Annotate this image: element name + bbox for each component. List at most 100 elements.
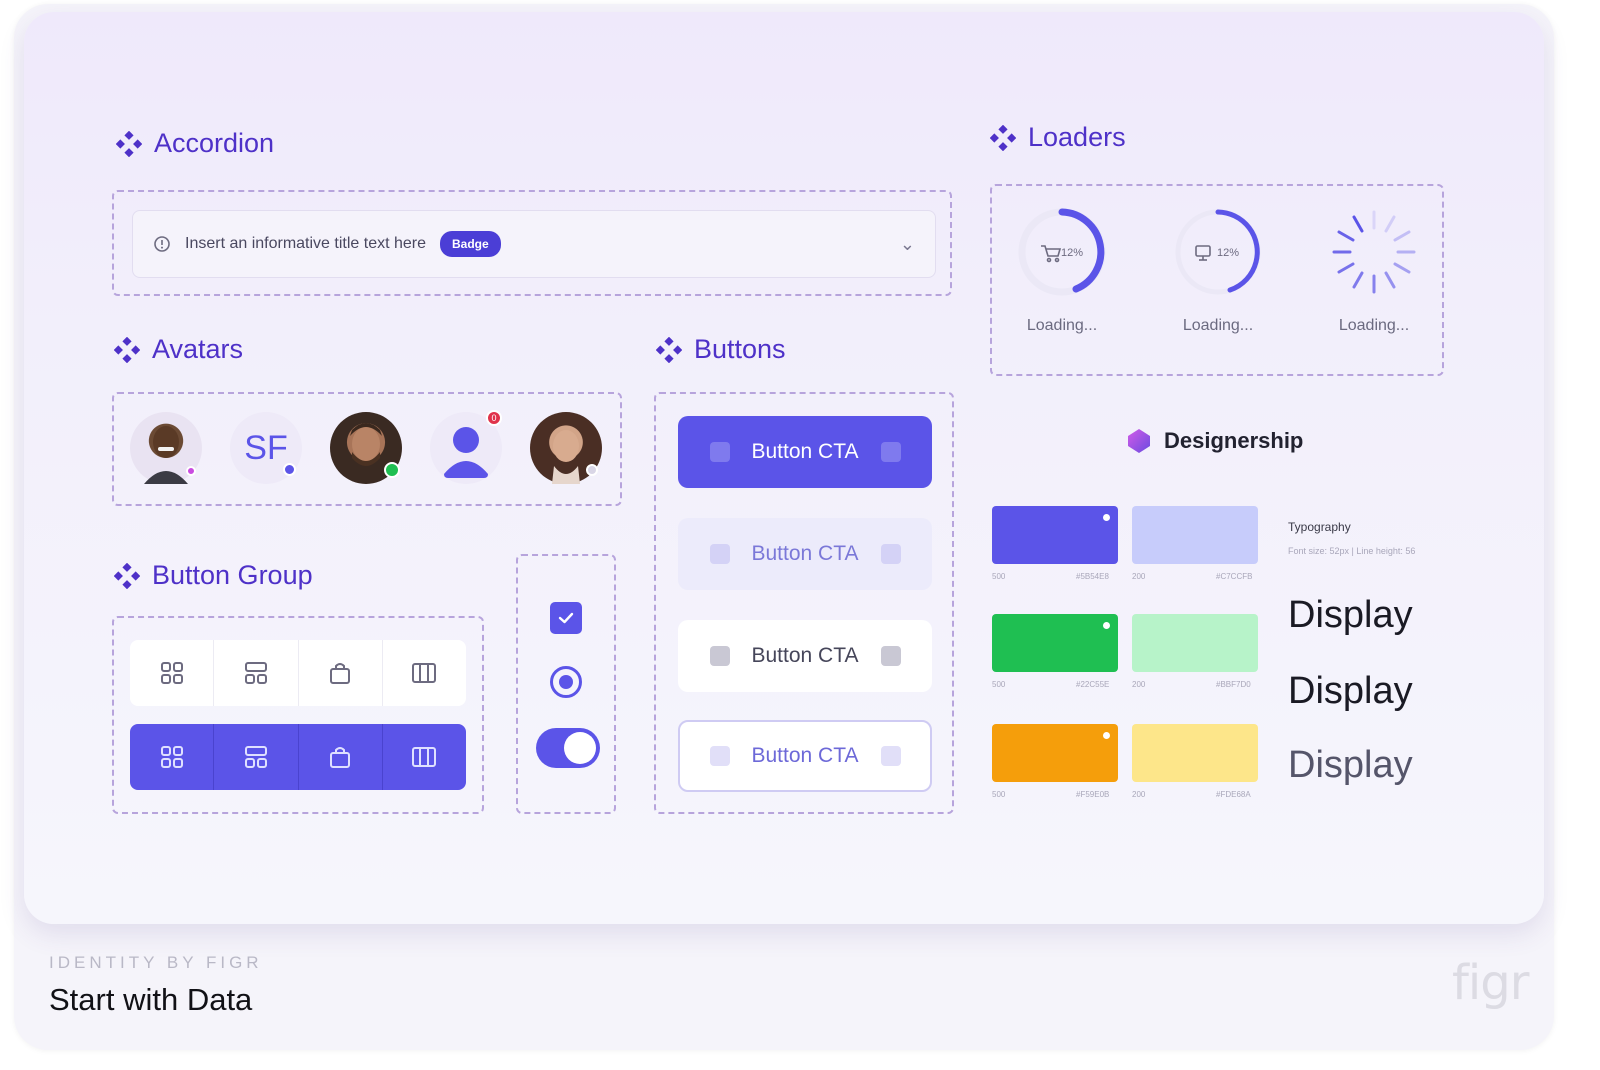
figr-logo: figr xyxy=(1452,955,1529,1011)
checkbox[interactable] xyxy=(550,602,582,634)
swatch-hex: #22C55E xyxy=(1076,680,1110,689)
footer-title: Start with Data xyxy=(49,982,253,1017)
outline-cta-button[interactable]: Button CTA xyxy=(678,720,932,792)
info-icon xyxy=(154,236,170,252)
columns-icon[interactable] xyxy=(383,724,466,790)
toggle-switch[interactable] xyxy=(536,728,600,768)
accordion-section-title: Accordion xyxy=(116,128,274,159)
component-icon xyxy=(114,336,140,363)
component-icon xyxy=(114,562,140,589)
button-group-container xyxy=(112,616,484,814)
button-group-primary xyxy=(130,724,466,790)
grid-icon[interactable] xyxy=(130,724,215,790)
swatch-hex: #F59E0B xyxy=(1076,790,1110,799)
display-sample: Display xyxy=(1288,744,1413,786)
bag-icon[interactable] xyxy=(299,724,383,790)
accordion-item[interactable]: Insert an informative title text here Ba… xyxy=(132,210,936,278)
accordion-badge: Badge xyxy=(440,231,501,257)
designership-logo-icon xyxy=(1128,429,1150,453)
avatar-initials[interactable]: SF xyxy=(230,412,302,484)
avatar[interactable] xyxy=(130,412,202,484)
typography-label: Typography xyxy=(1288,520,1351,534)
progress-ring: 12% xyxy=(1175,209,1261,295)
swatch-label: 200 xyxy=(1132,572,1146,581)
component-icon xyxy=(990,124,1016,151)
leading-icon xyxy=(709,646,730,666)
primary-cta-button[interactable]: Button CTA xyxy=(678,416,932,488)
layout-icon[interactable] xyxy=(214,640,299,706)
swatch-hex: #FDE68A xyxy=(1216,790,1251,799)
screen-icon xyxy=(1195,245,1211,261)
verified-badge-icon xyxy=(283,463,296,476)
swatch-hex: #C7CCFB xyxy=(1216,572,1253,581)
loaders-section-title: Loaders xyxy=(990,122,1126,153)
layout-icon[interactable] xyxy=(214,724,299,790)
swatch-hex: #BBF7D0 xyxy=(1216,680,1251,689)
swatch-label: 500 xyxy=(992,790,1006,799)
person-photo xyxy=(144,426,188,484)
offline-status-dot xyxy=(586,464,598,476)
radio-dot xyxy=(559,675,573,689)
bag-icon[interactable] xyxy=(299,640,383,706)
avatar[interactable] xyxy=(330,412,402,484)
component-icon xyxy=(116,130,142,157)
person-icon xyxy=(444,427,488,478)
leading-icon xyxy=(709,544,730,564)
svg-text:12%: 12% xyxy=(1061,247,1083,259)
controls-container xyxy=(516,554,616,814)
chevron-down-icon[interactable]: ⌄ xyxy=(899,233,915,254)
trailing-icon xyxy=(880,746,901,766)
showcase-card: Accordion Insert an informative title te… xyxy=(24,12,1544,924)
component-icon xyxy=(656,336,682,363)
avatar[interactable] xyxy=(530,412,602,484)
leading-icon xyxy=(709,442,730,462)
swatch-label: 200 xyxy=(1132,790,1146,799)
brand-logo: Designership xyxy=(1124,426,1303,456)
accordion-container: Insert an informative title text here Ba… xyxy=(112,190,952,296)
swatch-label: 500 xyxy=(992,680,1006,689)
loader-screen: 12% Loading... xyxy=(1168,204,1268,335)
notification-badge: 0 xyxy=(486,410,502,426)
swatch-success-200 xyxy=(1132,614,1258,672)
columns-icon[interactable] xyxy=(383,640,466,706)
grid-icon[interactable] xyxy=(130,640,215,706)
trailing-icon xyxy=(880,544,901,564)
avatars-section-title: Avatars xyxy=(114,334,243,365)
swatch-label: 200 xyxy=(1132,680,1146,689)
progress-ring: 12% xyxy=(1018,208,1106,296)
spinner-icon xyxy=(1332,210,1416,294)
swatch-label: 500 xyxy=(992,572,1006,581)
status-dot xyxy=(186,466,196,476)
loader-spinner: Loading... xyxy=(1324,204,1424,335)
avatars-container: SF 0 xyxy=(112,392,622,506)
soft-cta-button[interactable]: Button CTA xyxy=(678,518,932,590)
trailing-icon xyxy=(880,646,901,666)
loader-cart: 12% Loading... xyxy=(1012,204,1112,335)
swatch-hex: #5B54E8 xyxy=(1076,572,1109,581)
avatar-placeholder[interactable]: 0 xyxy=(430,410,502,484)
cart-icon xyxy=(1041,245,1062,263)
person-photo xyxy=(552,430,580,484)
buttons-container: Button CTA Button CTA Button CTA Button … xyxy=(654,392,954,814)
swatch-success-500 xyxy=(992,614,1118,672)
footer-label: IDENTITY BY FIGR xyxy=(49,953,263,972)
check-icon xyxy=(558,612,574,624)
swatch-primary-200 xyxy=(1132,506,1258,564)
radio-button[interactable] xyxy=(550,666,582,698)
swatch-warning-500 xyxy=(992,724,1118,782)
display-sample: Display xyxy=(1288,594,1413,636)
white-cta-button[interactable]: Button CTA xyxy=(678,620,932,692)
svg-text:12%: 12% xyxy=(1217,247,1239,259)
buttons-section-title: Buttons xyxy=(656,334,786,365)
person-photo xyxy=(350,423,382,466)
leading-icon xyxy=(709,746,730,766)
button-group-section-title: Button Group xyxy=(114,560,313,591)
button-group-light xyxy=(130,640,466,706)
trailing-icon xyxy=(880,442,901,462)
loader-label: Loading... xyxy=(1182,317,1254,334)
swatch-primary-500 xyxy=(992,506,1118,564)
loader-label: Loading... xyxy=(1026,317,1098,334)
typography-meta: Font size: 52px | Line height: 56 xyxy=(1288,546,1416,556)
accordion-title: Insert an informative title text here xyxy=(185,235,426,252)
online-status-dot xyxy=(384,462,400,478)
